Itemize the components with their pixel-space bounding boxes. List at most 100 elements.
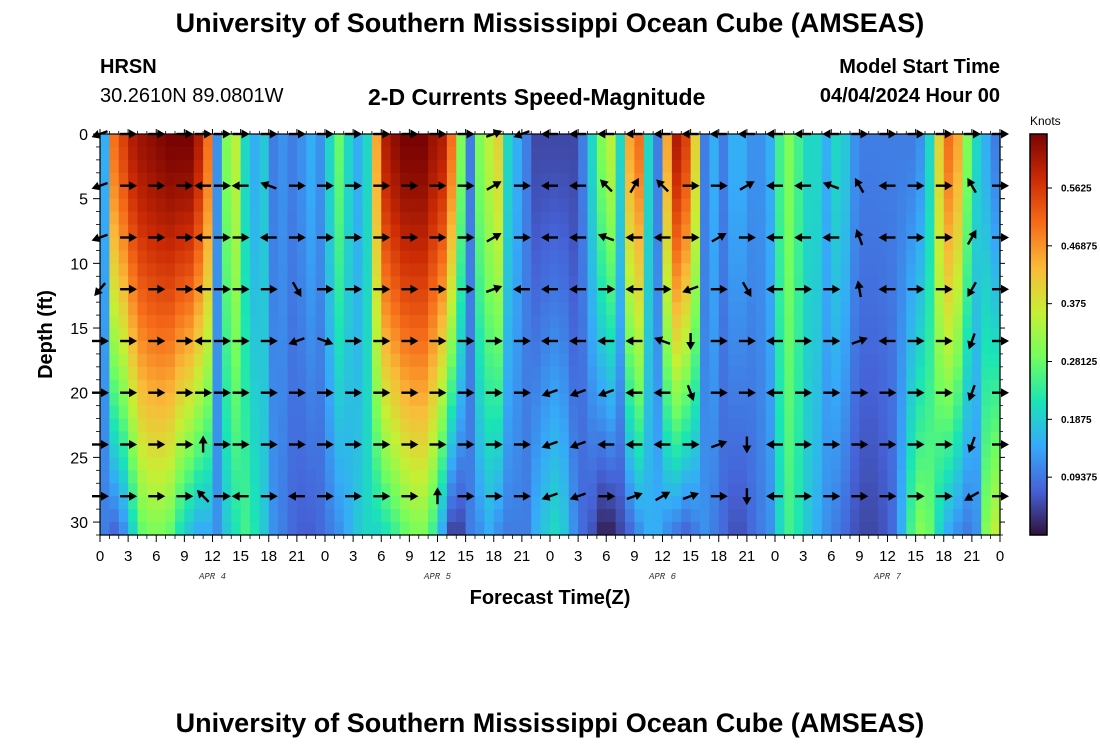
heatmap-cell: [728, 250, 739, 264]
current-vector: [260, 336, 278, 346]
heatmap-cell: [156, 405, 167, 420]
heatmap-cell: [465, 328, 476, 342]
heatmap-cell: [475, 457, 485, 471]
heatmap-cell: [400, 379, 410, 394]
heatmap-cell: [512, 340, 523, 355]
heatmap-cell: [568, 418, 579, 433]
heatmap-cell: [128, 276, 139, 290]
heatmap-cell: [746, 263, 757, 277]
heatmap-cell: [184, 509, 195, 523]
heatmap-cell: [203, 379, 214, 394]
current-vector: [879, 388, 897, 398]
heatmap-cell: [221, 418, 232, 433]
heatmap-cell: [521, 366, 532, 381]
heatmap-cell: [850, 315, 860, 329]
heatmap-cell: [953, 224, 964, 239]
heatmap-cell: [137, 159, 148, 174]
heatmap-cell: [925, 431, 935, 446]
heatmap-cell: [981, 483, 992, 497]
heatmap-cell: [259, 366, 270, 381]
heatmap-cell: [840, 146, 851, 161]
heatmap-cell: [193, 328, 204, 342]
heatmap-cell: [175, 444, 185, 458]
heatmap-cell: [793, 134, 804, 148]
heatmap-cell: [793, 185, 804, 200]
heatmap-cell: [156, 302, 167, 316]
current-vector: [854, 280, 864, 298]
heatmap-cell: [990, 366, 1001, 381]
heatmap-cell: [231, 509, 242, 523]
heatmap-cell: [690, 237, 701, 252]
heatmap-cell: [175, 224, 185, 239]
heatmap-cell: [925, 263, 935, 277]
current-vector: [148, 336, 166, 346]
heatmap-cell: [362, 340, 373, 355]
heatmap-cell: [709, 392, 720, 407]
heatmap-cell: [718, 483, 729, 497]
heatmap-cell: [634, 470, 645, 484]
heatmap-cell: [971, 418, 982, 433]
heatmap-cell: [718, 444, 729, 458]
heatmap-cell: [390, 211, 401, 226]
heatmap-cell: [362, 509, 373, 523]
heatmap-cell: [681, 211, 692, 226]
heatmap-cell: [306, 250, 317, 264]
heatmap-cell: [981, 289, 992, 303]
heatmap-cell: [990, 431, 1001, 446]
heatmap-cell: [831, 444, 842, 458]
heatmap-cell: [943, 405, 954, 420]
heatmap-cell: [568, 224, 579, 239]
heatmap-cell: [559, 328, 570, 342]
heatmap-cell: [625, 146, 635, 161]
heatmap-cell: [868, 211, 879, 226]
heatmap-cell: [990, 353, 1001, 368]
heatmap-cell: [962, 483, 973, 497]
heatmap-cell: [137, 198, 148, 213]
heatmap-cell: [418, 146, 429, 161]
heatmap-cell: [643, 470, 654, 484]
current-vector: [907, 181, 925, 191]
current-vector: [569, 233, 587, 242]
heatmap-cell: [971, 509, 982, 523]
heatmap-cell: [165, 353, 176, 368]
heatmap-cell: [681, 237, 692, 252]
heatmap-cell: [859, 315, 870, 329]
heatmap-cell: [334, 431, 345, 446]
heatmap-cell: [118, 134, 129, 148]
heatmap-cell: [784, 185, 795, 200]
heatmap-cell: [831, 392, 842, 407]
heatmap-cell: [700, 159, 710, 174]
heatmap-cell: [418, 172, 429, 187]
heatmap-cell: [475, 134, 485, 148]
heatmap-cell: [934, 263, 945, 277]
heatmap-cell: [643, 405, 654, 420]
heatmap-cell: [821, 185, 832, 200]
heatmap-cell: [765, 263, 776, 277]
current-vector: [878, 181, 896, 191]
current-vector: [213, 284, 231, 294]
heatmap-cell: [821, 289, 832, 303]
heatmap-cell: [859, 172, 870, 187]
heatmap-cell: [175, 198, 185, 213]
current-vector: [907, 491, 925, 501]
heatmap-cell: [250, 405, 260, 420]
heatmap-cell: [193, 159, 204, 174]
heatmap-cell: [700, 328, 710, 342]
heatmap-cell: [315, 263, 326, 277]
heatmap-cell: [634, 250, 645, 264]
heatmap-cell: [559, 134, 570, 148]
heatmap-cell: [840, 172, 851, 187]
heatmap-cell: [559, 172, 570, 187]
heatmap-cell: [756, 328, 767, 342]
heatmap-cell: [550, 522, 560, 536]
heatmap-cell: [128, 328, 139, 342]
heatmap-cell: [296, 237, 307, 252]
heatmap-cell: [615, 172, 626, 187]
heatmap-cell: [887, 405, 898, 420]
heatmap-cell: [128, 366, 139, 381]
heatmap-cell: [615, 211, 626, 226]
heatmap-cell: [925, 198, 935, 213]
heatmap-cell: [531, 276, 542, 290]
heatmap-cell: [981, 237, 992, 252]
x-tick-label: 12: [204, 548, 221, 565]
